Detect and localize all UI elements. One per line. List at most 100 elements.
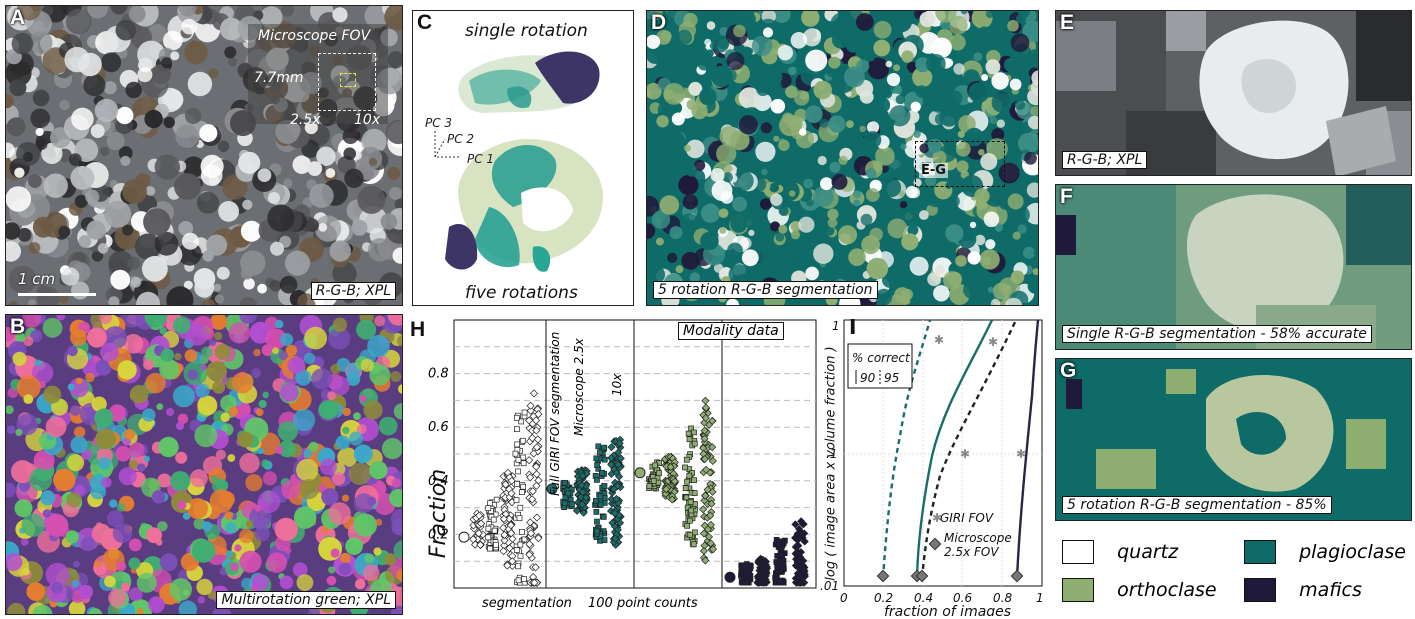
grain	[706, 58, 713, 66]
grain	[212, 380, 226, 394]
data-point	[746, 571, 752, 577]
grain	[778, 139, 790, 152]
svg-text:✱: ✱	[934, 333, 944, 347]
grain	[209, 339, 217, 347]
mineral-legend: quartz plagioclase orthoclase mafics	[1062, 540, 1412, 610]
grain	[974, 234, 986, 246]
grain	[182, 156, 205, 178]
grain	[295, 369, 312, 386]
grain	[328, 327, 351, 350]
grain	[848, 248, 866, 266]
mean-marker	[546, 483, 558, 495]
grain	[304, 326, 327, 350]
data-point	[791, 520, 800, 529]
grain	[239, 550, 262, 573]
data-point	[607, 443, 616, 452]
data-point	[700, 434, 709, 443]
grain	[974, 188, 990, 204]
grain	[285, 344, 298, 357]
grain	[768, 66, 775, 74]
pc1-label: PC 1	[467, 152, 494, 166]
grain	[87, 6, 109, 19]
grain	[154, 154, 180, 180]
grain	[154, 231, 179, 256]
grain	[704, 38, 712, 46]
grain	[924, 126, 936, 138]
grain	[136, 608, 144, 614]
data-point	[569, 501, 575, 507]
grain	[779, 181, 800, 202]
grain	[326, 575, 337, 586]
grain	[122, 224, 134, 236]
grain	[161, 57, 173, 69]
grain	[86, 220, 106, 240]
pc3-label: PC 3	[425, 116, 452, 130]
grain	[9, 300, 18, 305]
grain	[694, 159, 706, 171]
grain	[110, 269, 131, 290]
data-point	[521, 409, 528, 416]
grain	[34, 359, 42, 367]
grain	[711, 65, 733, 88]
grain	[912, 67, 933, 88]
panel-e: E R-G-B; XPL	[1055, 10, 1412, 176]
legend-swatch	[1062, 540, 1094, 564]
grain	[775, 232, 785, 242]
grain	[869, 227, 883, 242]
data-point	[682, 485, 689, 492]
data-point	[532, 426, 541, 435]
h-ytick-label: 0.2	[428, 527, 449, 542]
data-point	[487, 545, 493, 552]
grain	[827, 208, 839, 220]
data-point	[500, 536, 509, 545]
grain	[69, 377, 89, 398]
grain	[186, 323, 209, 346]
grain	[364, 553, 375, 564]
data-point	[776, 554, 783, 560]
i-xtick-08: 0.8	[993, 591, 1012, 605]
grain	[160, 348, 174, 362]
grain	[106, 132, 125, 150]
grain	[945, 224, 964, 243]
grain	[955, 141, 971, 157]
grain	[224, 511, 233, 520]
grain	[894, 287, 911, 304]
data-point	[616, 454, 625, 463]
grain	[172, 385, 195, 408]
panel-h: H Fraction 0.2 0.4 0.6 0.8 Modality data Fu…	[408, 316, 818, 616]
grain	[328, 502, 351, 525]
data-point	[534, 410, 543, 419]
data-point	[532, 481, 541, 490]
grain	[304, 120, 318, 135]
data-point	[704, 532, 714, 541]
data-point	[474, 529, 483, 538]
data-point	[778, 547, 785, 554]
panel-g-caption: 5 rotation R-G-B segmentation - 85%	[1062, 496, 1332, 514]
grain	[1009, 78, 1022, 91]
grain	[68, 153, 82, 167]
svg-text:✱: ✱	[988, 335, 998, 349]
grain	[245, 474, 263, 492]
grain	[110, 6, 128, 15]
grain	[28, 174, 42, 189]
grain	[733, 24, 746, 38]
grain	[187, 71, 213, 97]
grain	[968, 82, 990, 103]
data-point	[607, 469, 616, 479]
data-point	[686, 436, 693, 443]
grain	[280, 383, 299, 402]
grain	[269, 279, 282, 292]
grain	[647, 195, 659, 217]
grain	[45, 562, 70, 587]
grain	[1010, 33, 1030, 53]
grain	[144, 315, 168, 328]
grain	[798, 216, 815, 233]
grain	[332, 317, 348, 332]
data-point	[595, 443, 602, 450]
grain	[83, 74, 106, 97]
grain	[353, 493, 374, 514]
grain	[384, 6, 402, 31]
panel-d-caption: 5 rotation R-G-B segmentation	[653, 281, 878, 299]
grain	[755, 141, 776, 162]
grain	[667, 252, 678, 263]
